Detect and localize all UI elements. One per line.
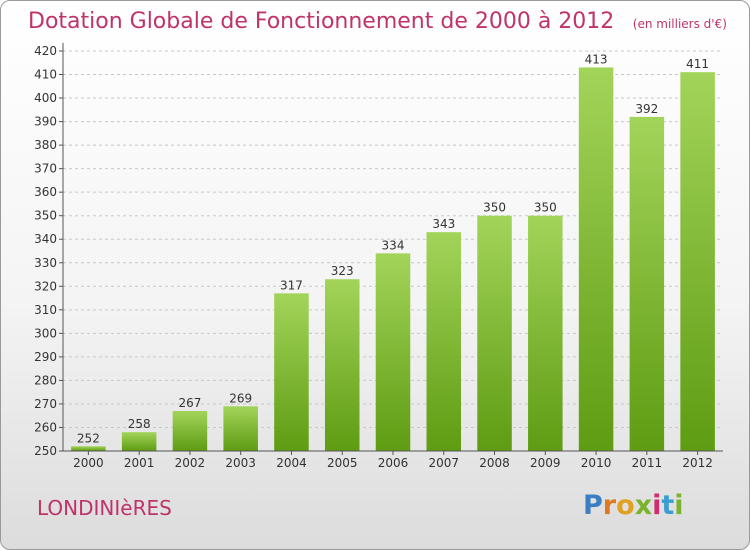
- x-tick-label: 2009: [530, 456, 561, 470]
- bar: [528, 215, 563, 451]
- bar: [680, 72, 715, 452]
- data-label: 269: [229, 391, 252, 405]
- logo-letter: i: [674, 490, 684, 521]
- bar: [324, 279, 360, 451]
- y-tick-label: 300: [34, 326, 57, 340]
- x-tick-label: 2002: [175, 456, 206, 470]
- bar: [578, 67, 614, 452]
- y-tick-label: 390: [34, 115, 57, 129]
- x-tick-label: 2004: [276, 456, 307, 470]
- y-tick-label: 370: [34, 162, 57, 176]
- data-label: 323: [331, 264, 354, 278]
- bar: [629, 116, 665, 451]
- y-tick-label: 310: [34, 303, 57, 317]
- x-tick-label: 2000: [73, 456, 104, 470]
- data-label: 413: [585, 52, 608, 66]
- logo-letter: x: [634, 490, 653, 521]
- y-tick-label: 350: [34, 209, 57, 223]
- x-tick-label: 2012: [682, 456, 713, 470]
- logo-letter: i: [652, 490, 662, 521]
- y-tick-label: 420: [34, 44, 57, 58]
- y-tick-label: 360: [34, 185, 57, 199]
- bar: [172, 411, 208, 451]
- data-label: 334: [382, 238, 405, 252]
- data-label: 258: [128, 417, 151, 431]
- x-tick-label: 2007: [428, 456, 459, 470]
- bar: [477, 215, 512, 451]
- y-tick-label: 250: [34, 444, 57, 458]
- y-tick-label: 290: [34, 350, 57, 364]
- bar: [274, 293, 309, 451]
- bar: [121, 432, 157, 451]
- logo-letter: P: [583, 490, 603, 521]
- x-tick-label: 2003: [225, 456, 256, 470]
- y-tick-label: 400: [34, 91, 57, 105]
- y-tick-label: 330: [34, 256, 57, 270]
- chart-title: Dotation Globale de Fonctionnement de 20…: [28, 9, 615, 34]
- axis-layer: 250 260 270 280 290 300 310 320 330 340 350 360 370 3…: [34, 43, 723, 470]
- bar: [223, 406, 258, 451]
- data-label: 411: [686, 57, 709, 71]
- bar: [426, 232, 462, 451]
- x-tick-label: 2001: [124, 456, 155, 470]
- bar: [71, 446, 106, 451]
- y-tick-label: 340: [34, 232, 57, 246]
- data-label: 343: [432, 217, 455, 231]
- chart-subtitle: (en milliers d'€): [632, 17, 727, 31]
- x-tick-label: 2008: [479, 456, 510, 470]
- bar: [375, 253, 411, 451]
- x-tick-label: 2011: [632, 456, 663, 470]
- bar-layer: 252 258 267 269 317 323 334 343 350 350 413 392 411: [71, 52, 715, 452]
- y-tick-label: 260: [34, 420, 57, 434]
- x-tick-label: 2005: [327, 456, 358, 470]
- data-label: 350: [483, 201, 506, 215]
- y-tick-label: 380: [34, 138, 57, 152]
- proxiti-logo: Proxiti: [583, 490, 684, 521]
- x-tick-label: 2006: [378, 456, 409, 470]
- y-tick-label: 270: [34, 397, 57, 411]
- data-label: 350: [534, 201, 557, 215]
- logo-letter: t: [661, 490, 675, 521]
- data-label: 252: [77, 431, 100, 445]
- title-row: Dotation Globale de Fonctionnement de 20…: [28, 9, 727, 34]
- y-tick-label: 280: [34, 373, 57, 387]
- commune-name: LONDINIèRES: [37, 496, 172, 520]
- data-label: 267: [178, 396, 201, 410]
- logo-letter: r: [602, 490, 617, 521]
- y-tick-label: 410: [34, 68, 57, 82]
- data-label: 317: [280, 278, 303, 292]
- x-tick-label: 2010: [581, 456, 612, 470]
- y-tick-label: 320: [34, 279, 57, 293]
- logo-letter: o: [616, 490, 635, 521]
- data-label: 392: [635, 102, 658, 116]
